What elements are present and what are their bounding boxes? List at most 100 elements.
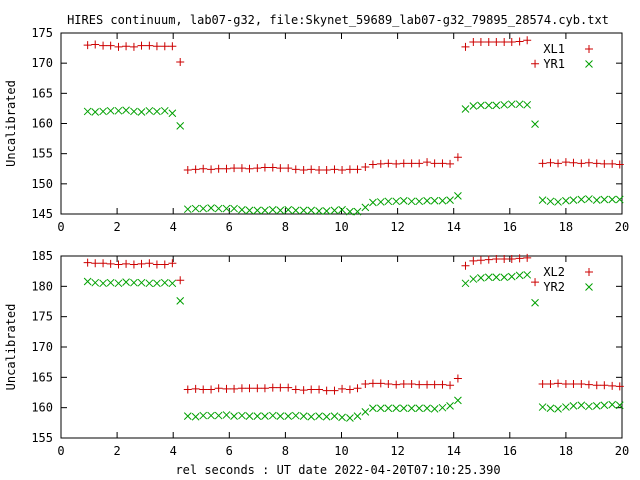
data-point (453, 374, 462, 383)
data-point (423, 158, 432, 167)
data-point (106, 259, 115, 268)
bottom-panel: 0 2 4 6 8 10 12 14 16 18 20 155 160 165 170 175 180 185 Un… (4, 249, 629, 458)
data-point (507, 38, 516, 47)
data-point (91, 278, 100, 287)
data-point (237, 384, 246, 393)
data-point (353, 207, 362, 216)
data-point (546, 380, 555, 389)
data-point (384, 159, 393, 168)
data-point (237, 164, 246, 173)
data-point (214, 384, 223, 393)
data-point (214, 164, 223, 173)
data-point (330, 206, 339, 215)
data-point (330, 165, 339, 174)
data-point (183, 385, 192, 394)
data-point (268, 383, 277, 392)
y-tick-label: 160 (31, 401, 53, 415)
plot-frame (60, 255, 623, 439)
data-point (476, 38, 485, 47)
data-point (130, 278, 138, 287)
data-point (338, 205, 346, 214)
x-tick-label: 18 (559, 444, 573, 458)
data-point (369, 198, 377, 207)
data-point (160, 260, 169, 269)
data-point (592, 159, 601, 168)
x-tick-label: 2 (113, 444, 120, 458)
data-point (546, 158, 555, 167)
data-point (430, 405, 439, 413)
data-point (130, 107, 138, 116)
data-point (585, 402, 593, 411)
data-point (168, 259, 177, 268)
data-point (245, 384, 254, 393)
data-point (299, 412, 308, 421)
data-point (322, 386, 331, 395)
data-point (469, 102, 478, 110)
data-point (230, 384, 239, 393)
data-point (477, 273, 485, 282)
data-point (562, 403, 570, 411)
series-yr2 (83, 270, 624, 422)
data-point (160, 278, 169, 287)
x-tick-label: 14 (446, 220, 460, 234)
data-point (369, 404, 377, 413)
data-point (492, 101, 501, 110)
top-panel: 0 2 4 6 8 10 12 14 16 18 20 145 150 155 160 165 170 175 Un… (4, 26, 629, 234)
data-point (515, 37, 524, 46)
data-point (538, 380, 547, 389)
data-point (523, 100, 532, 109)
data-point (214, 411, 223, 420)
data-point (376, 159, 385, 168)
data-point (191, 165, 200, 174)
data-point (106, 106, 115, 115)
data-point (561, 380, 570, 389)
data-point (176, 276, 185, 285)
data-point (584, 380, 593, 389)
data-point (83, 107, 92, 116)
data-point (91, 40, 100, 49)
data-point (376, 379, 385, 388)
x-tick-label: 6 (226, 444, 233, 458)
data-point (261, 206, 269, 215)
data-point (392, 404, 401, 413)
data-point (291, 385, 300, 394)
data-point (153, 107, 161, 116)
data-point (438, 159, 447, 168)
x-tick-label: 12 (390, 220, 404, 234)
data-point (268, 205, 277, 214)
data-point (83, 258, 92, 267)
data-point (507, 100, 516, 109)
data-point (446, 196, 454, 204)
data-point (176, 122, 185, 130)
data-point (106, 41, 115, 50)
data-point (592, 196, 601, 204)
series-xl2 (83, 253, 624, 395)
data-point (230, 204, 238, 213)
data-point (515, 100, 524, 109)
data-point (284, 164, 293, 173)
data-point (268, 163, 277, 172)
legend-label: XL1 (543, 42, 565, 56)
data-point (438, 380, 447, 389)
data-point (345, 385, 354, 394)
x-tick-label: 20 (615, 220, 629, 234)
data-point (554, 379, 563, 388)
data-point (484, 255, 493, 264)
data-point (615, 160, 624, 169)
y-tick-label: 180 (31, 279, 53, 293)
data-point (99, 279, 107, 288)
data-point (423, 196, 431, 205)
data-point (476, 256, 485, 265)
data-point (183, 412, 192, 421)
data-point (276, 412, 285, 421)
data-point (546, 404, 555, 413)
data-point (600, 195, 609, 204)
data-point (152, 42, 161, 51)
data-point (384, 197, 393, 206)
data-point (299, 206, 308, 215)
data-point (392, 380, 401, 389)
data-point (260, 163, 269, 172)
legend-marker (585, 283, 593, 291)
data-point (515, 271, 524, 280)
data-point (307, 165, 316, 174)
